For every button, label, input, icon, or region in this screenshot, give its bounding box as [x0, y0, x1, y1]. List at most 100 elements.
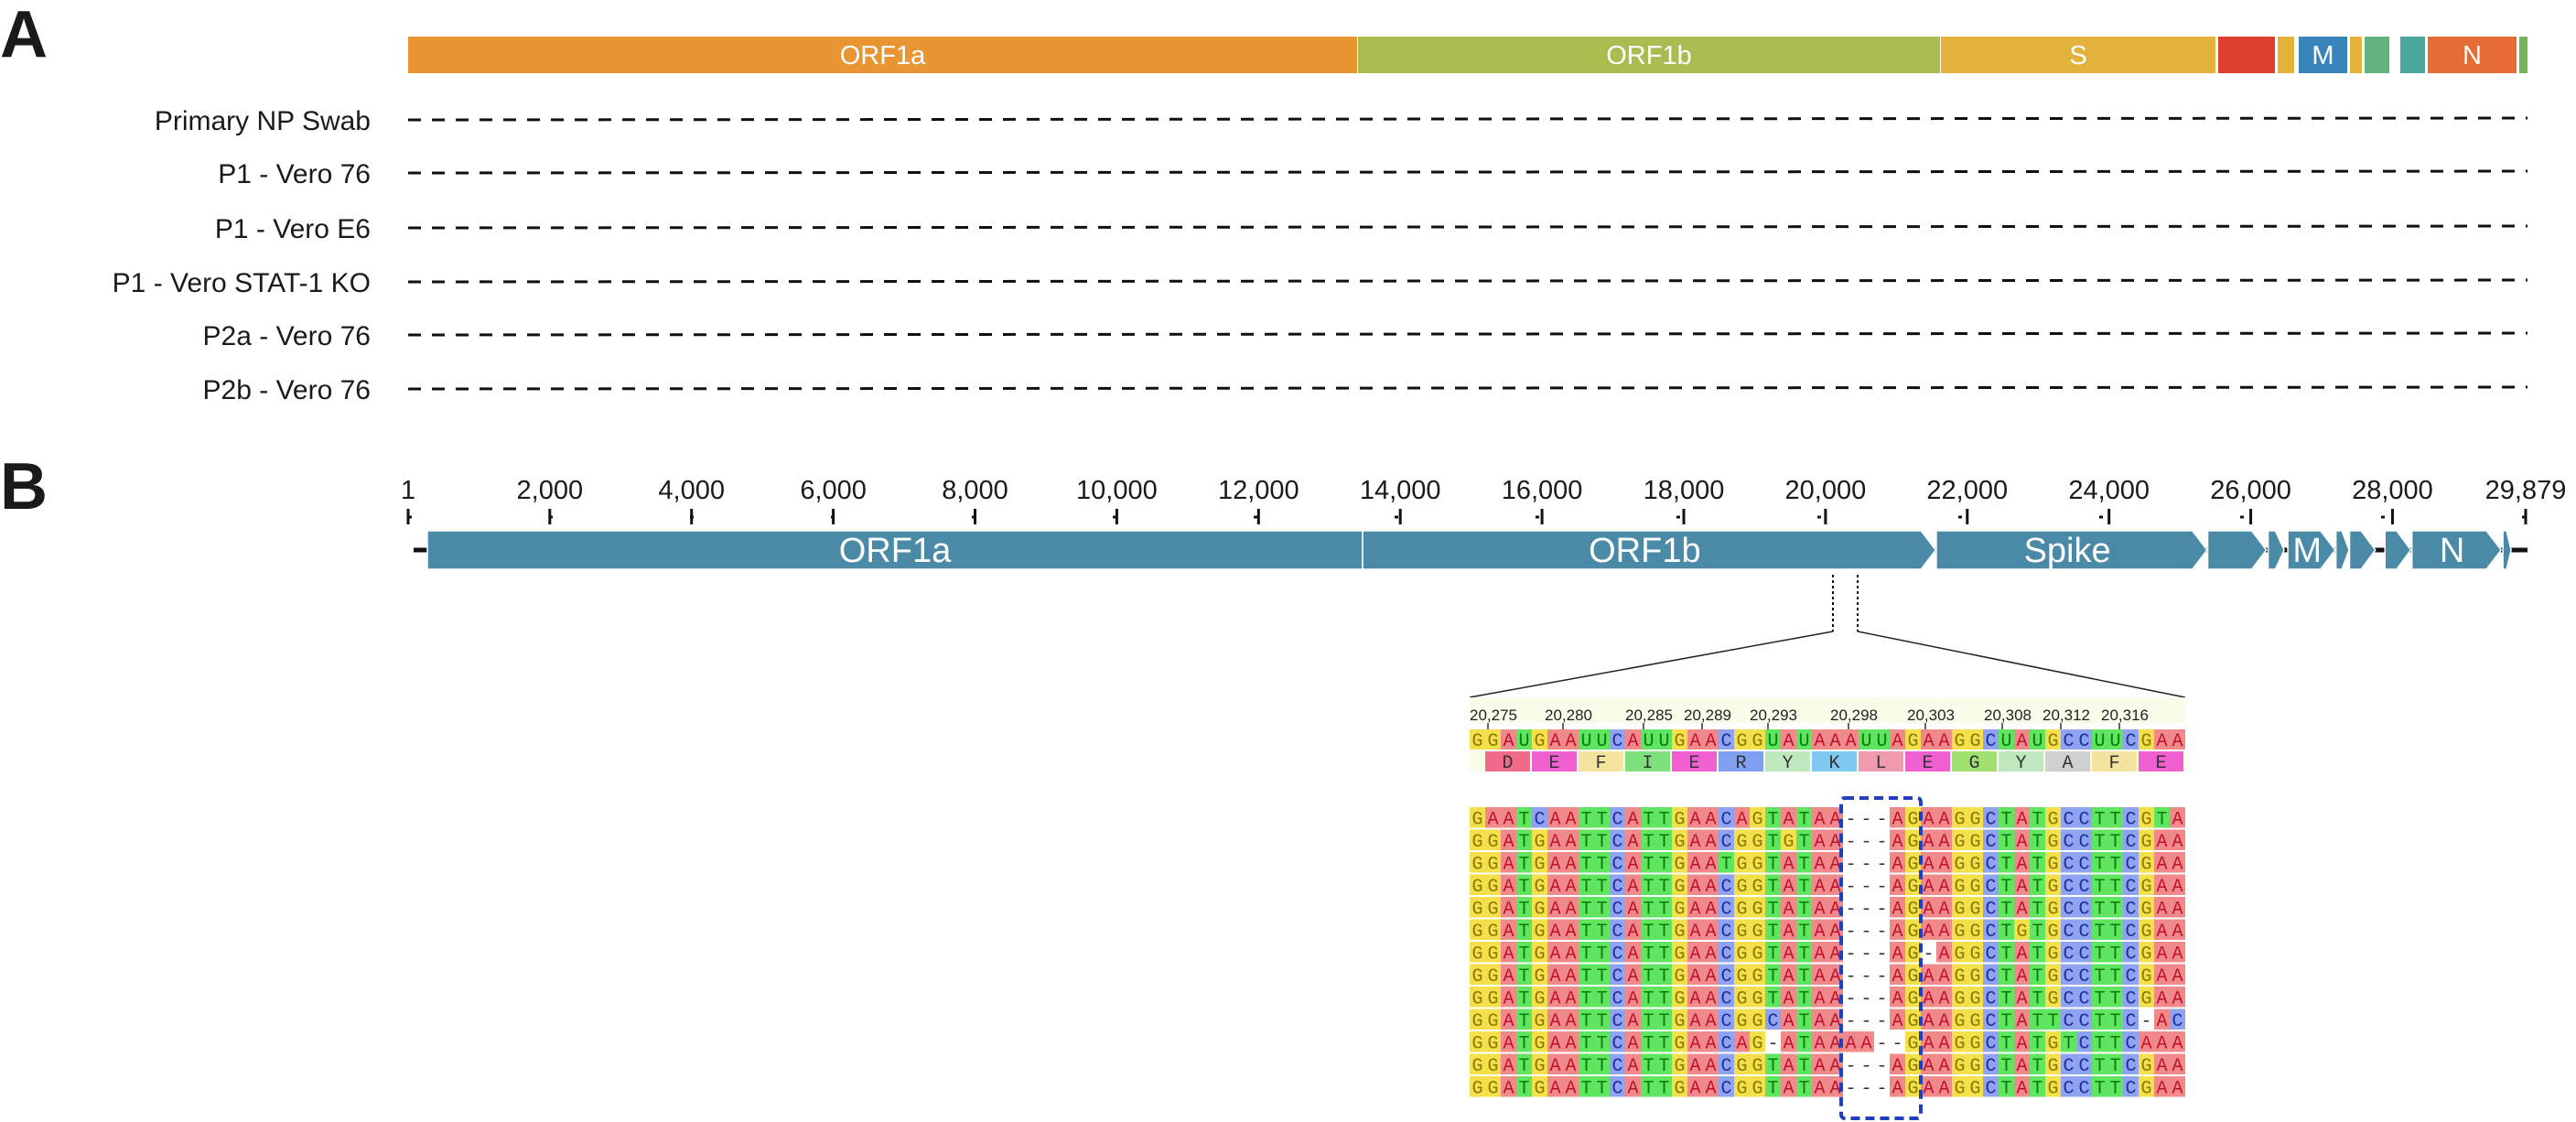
base-cell — [1501, 807, 1516, 828]
base-char: G — [1751, 832, 1762, 853]
base-cell — [1470, 807, 1485, 828]
base-cell — [1547, 874, 1563, 895]
base-char: A — [1814, 832, 1825, 853]
base-char: A — [1549, 1034, 1560, 1055]
base-cell — [1796, 964, 1812, 985]
base-cell — [2154, 829, 2170, 850]
genome-segment — [2428, 37, 2517, 73]
base-char: T — [2000, 900, 2011, 921]
base-char: G — [1471, 944, 1482, 966]
base-char: A — [1892, 1011, 1902, 1032]
base-char: T — [2032, 832, 2042, 853]
base-cell — [1921, 874, 1936, 895]
base-cell — [1656, 964, 1672, 985]
base-cell — [1516, 987, 1532, 1008]
base-cell — [1687, 852, 1703, 873]
base-char: A — [1829, 731, 1840, 752]
base-char: G — [1674, 966, 1685, 987]
base-char: T — [2000, 810, 2011, 831]
base-cell — [2092, 807, 2107, 828]
base-cell — [1812, 852, 1827, 873]
base-cell — [1905, 1053, 1921, 1074]
base-char: A — [2156, 944, 2167, 966]
base-char: A — [1503, 1034, 1514, 1055]
base-char: T — [2032, 1056, 2042, 1077]
base-cell — [1812, 897, 1827, 918]
base-cell — [2154, 1053, 2170, 1074]
amino-acid-char: G — [1968, 753, 1979, 774]
base-cell — [2092, 919, 2107, 940]
base-cell — [1703, 829, 1719, 850]
base-cell — [2092, 987, 2107, 1008]
base-char: A — [2016, 877, 2027, 898]
base-cell — [1999, 897, 2014, 918]
base-char: G — [1736, 1079, 1747, 1100]
base-char: G — [2140, 877, 2151, 898]
base-cell — [1532, 1076, 1547, 1097]
base-char: A — [1938, 900, 1949, 921]
base-char: A — [1783, 1011, 1794, 1032]
base-cell — [1687, 874, 1703, 895]
base-cell — [2030, 919, 2045, 940]
base-char: G — [2047, 1079, 2058, 1100]
base-char: T — [1596, 944, 1607, 966]
base-char: C — [2063, 922, 2074, 943]
base-cell — [1594, 1031, 1610, 1052]
base-char: T — [1518, 1034, 1529, 1055]
base-char: A — [2156, 832, 2167, 853]
base-char: T — [2109, 1079, 2120, 1100]
base-char: A — [1503, 922, 1514, 943]
base-cell — [2107, 1031, 2123, 1052]
base-char: T — [1596, 966, 1607, 987]
genome-segment — [2519, 37, 2527, 73]
base-char: T — [1596, 922, 1607, 943]
base-cell — [1610, 919, 1625, 940]
base-cell — [1796, 987, 1812, 1008]
base-cell — [1485, 987, 1501, 1008]
base-char: A — [1705, 922, 1716, 943]
base-char: - — [1845, 832, 1856, 853]
base-cell — [1796, 807, 1812, 828]
amino-acid-cell — [1765, 751, 1810, 771]
base-char: G — [1471, 810, 1482, 831]
base-cell — [1967, 1031, 1983, 1052]
base-cell — [1812, 874, 1827, 895]
base-char: A — [1705, 832, 1716, 853]
base-char: G — [1487, 1034, 1498, 1055]
base-char: G — [1534, 1011, 1545, 1032]
base-cell — [1516, 942, 1532, 963]
base-cell — [1827, 919, 1843, 940]
base-cell — [1532, 897, 1547, 918]
base-char: A — [1689, 855, 1700, 876]
base-char: G — [1751, 731, 1762, 752]
base-cell — [1812, 1053, 1827, 1074]
base-char: C — [2125, 832, 2136, 853]
base-char: A — [1565, 944, 1576, 966]
amino-acid-cell — [1579, 751, 1623, 771]
base-char: A — [1938, 1011, 1949, 1032]
genome-segment — [2278, 37, 2294, 73]
base-char: C — [2063, 1079, 2074, 1100]
base-char: T — [1798, 966, 1809, 987]
base-char: C — [1534, 810, 1545, 831]
base-char: A — [1549, 832, 1560, 853]
base-char: T — [1596, 1079, 1607, 1100]
base-char: C — [1720, 1079, 1731, 1100]
base-cell — [1781, 1053, 1796, 1074]
base-char: T — [2109, 877, 2120, 898]
base-cell — [2061, 942, 2076, 963]
base-cell — [1719, 919, 1734, 940]
base-char: T — [2000, 944, 2011, 966]
base-char: C — [2063, 966, 2074, 987]
base-cell — [1532, 1031, 1547, 1052]
base-char: C — [2078, 1034, 2089, 1055]
base-char: T — [2109, 810, 2120, 831]
base-cell — [2045, 729, 2061, 750]
base-char: A — [1549, 1011, 1560, 1032]
base-cell — [1750, 987, 1765, 1008]
base-cell — [1719, 987, 1734, 1008]
base-cell — [1812, 807, 1827, 828]
base-cell — [1921, 852, 1936, 873]
amino-acid-char: E — [1688, 753, 1699, 774]
base-char: A — [1829, 944, 1840, 966]
